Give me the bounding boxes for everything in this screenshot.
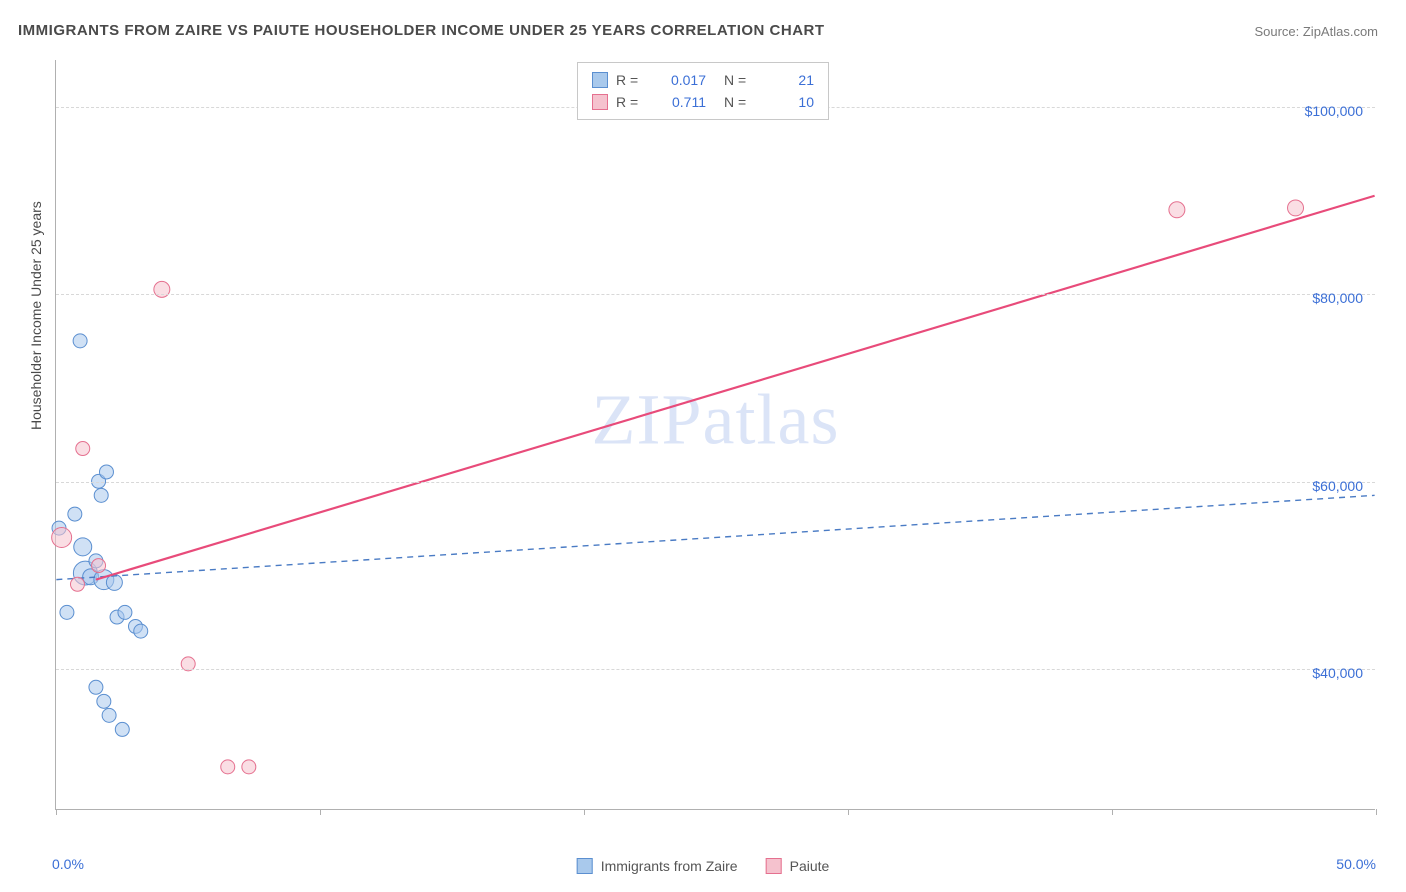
y-tick-label: $60,000 (1312, 478, 1363, 494)
legend-n-value-pink: 10 (764, 94, 814, 110)
data-point (52, 528, 72, 548)
legend-r-value-blue: 0.017 (656, 72, 706, 88)
data-point (76, 442, 90, 456)
data-point (89, 680, 103, 694)
legend-n-value-blue: 21 (764, 72, 814, 88)
legend-swatch-pink (766, 858, 782, 874)
x-tick (1376, 809, 1377, 815)
y-tick-label: $100,000 (1305, 103, 1363, 119)
data-point (74, 538, 92, 556)
data-point (99, 465, 113, 479)
x-axis-max-label: 50.0% (1336, 856, 1376, 872)
regression-line (56, 495, 1374, 579)
legend-n-label: N = (724, 94, 756, 110)
y-tick-label: $40,000 (1312, 665, 1363, 681)
y-tick-label: $80,000 (1312, 290, 1363, 306)
legend-stats-box: R = 0.017 N = 21 R = 0.711 N = 10 (577, 62, 829, 120)
legend-r-label: R = (616, 94, 648, 110)
legend-r-label: R = (616, 72, 648, 88)
x-tick (584, 809, 585, 815)
x-tick (56, 809, 57, 815)
data-point (115, 722, 129, 736)
legend-series-blue: Immigrants from Zaire (577, 858, 738, 874)
legend-stats-row-pink: R = 0.711 N = 10 (592, 91, 814, 113)
legend-r-value-pink: 0.711 (656, 94, 706, 110)
data-point (97, 694, 111, 708)
data-point (60, 605, 74, 619)
gridline (56, 482, 1375, 483)
gridline (56, 669, 1375, 670)
data-point (134, 624, 148, 638)
legend-series-pink: Paiute (766, 858, 830, 874)
x-tick (320, 809, 321, 815)
legend-series-label-blue: Immigrants from Zaire (601, 858, 738, 874)
data-point (73, 334, 87, 348)
data-point (92, 559, 106, 573)
legend-n-label: N = (724, 72, 756, 88)
chart-plot-area: ZIPatlas $40,000$60,000$80,000$100,000 (55, 60, 1375, 810)
data-point (68, 507, 82, 521)
data-point (70, 577, 84, 591)
regression-line (96, 196, 1375, 580)
y-axis-label: Householder Income Under 25 years (28, 201, 44, 430)
gridline (56, 294, 1375, 295)
data-point (94, 488, 108, 502)
data-point (1169, 202, 1185, 218)
legend-stats-row-blue: R = 0.017 N = 21 (592, 69, 814, 91)
legend-swatch-blue (592, 72, 608, 88)
data-point (102, 708, 116, 722)
source-attribution: Source: ZipAtlas.com (1254, 24, 1378, 39)
legend-series-box: Immigrants from Zaire Paiute (577, 858, 830, 874)
data-point (118, 605, 132, 619)
data-point (221, 760, 235, 774)
x-axis-min-label: 0.0% (52, 856, 84, 872)
x-tick (848, 809, 849, 815)
x-tick (1112, 809, 1113, 815)
legend-swatch-pink (592, 94, 608, 110)
scatter-svg (56, 60, 1375, 809)
data-point (1288, 200, 1304, 216)
data-point (242, 760, 256, 774)
chart-title: IMMIGRANTS FROM ZAIRE VS PAIUTE HOUSEHOL… (18, 22, 825, 39)
legend-swatch-blue (577, 858, 593, 874)
legend-series-label-pink: Paiute (790, 858, 830, 874)
